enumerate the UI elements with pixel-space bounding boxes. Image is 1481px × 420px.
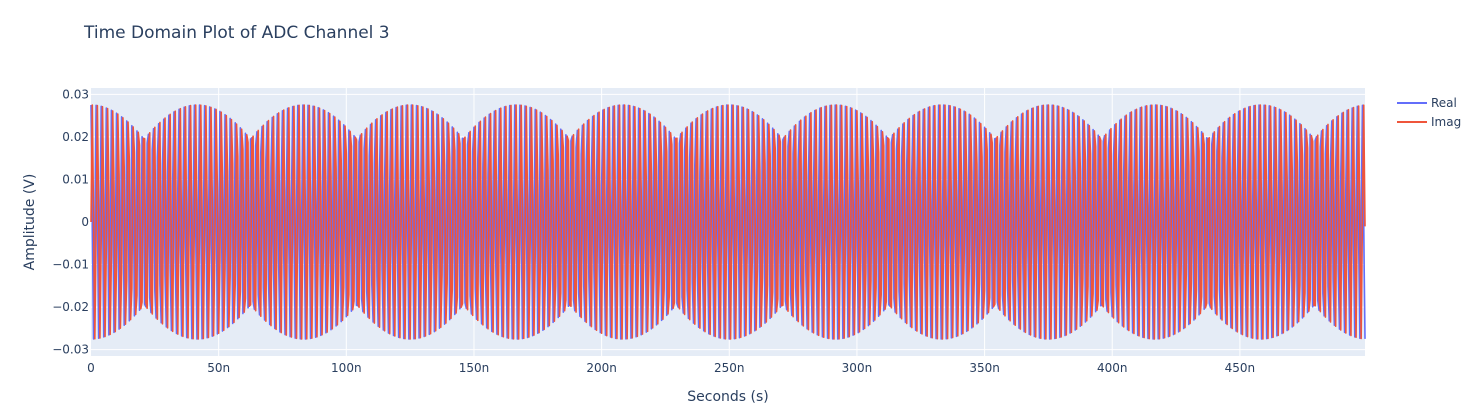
x-tick-label: 350n <box>969 361 1000 375</box>
y-axis-title: Amplitude (V) <box>22 174 38 271</box>
y-tick-label: −0.01 <box>52 258 89 272</box>
x-tick-label: 0 <box>87 361 95 375</box>
x-tick-label: 400n <box>1097 361 1128 375</box>
legend: Real Imag <box>1397 96 1461 129</box>
x-tick-label: 450n <box>1225 361 1256 375</box>
y-tick-label: 0.03 <box>62 87 89 101</box>
legend-label: Imag <box>1431 115 1461 129</box>
y-tick-label: −0.02 <box>52 300 89 314</box>
y-tick-label: 0 <box>81 215 89 229</box>
series-line-imag[interactable] <box>90 104 1366 340</box>
legend-label: Real <box>1431 96 1457 110</box>
y-tick-label: 0.02 <box>62 130 89 144</box>
x-axis-ticks: 0 50n 100n 150n 200n 250n 300n 350n 400n 450n <box>87 361 1255 375</box>
legend-item-real[interactable]: Real <box>1397 96 1457 110</box>
x-tick-label: 300n <box>842 361 873 375</box>
chart-title: Time Domain Plot of ADC Channel 3 <box>83 23 390 43</box>
x-axis-title: Seconds (s) <box>687 389 768 405</box>
series-layer <box>90 104 1366 340</box>
x-tick-label: 150n <box>459 361 490 375</box>
x-tick-label: 200n <box>586 361 617 375</box>
x-tick-label: 100n <box>331 361 362 375</box>
legend-item-imag[interactable]: Imag <box>1397 115 1461 129</box>
y-tick-label: 0.01 <box>62 172 89 186</box>
y-tick-label: −0.03 <box>52 343 89 357</box>
x-tick-label: 50n <box>207 361 230 375</box>
x-tick-label: 250n <box>714 361 745 375</box>
y-axis-ticks: 0.03 0.02 0.01 0 −0.01 −0.02 −0.03 <box>52 87 89 356</box>
